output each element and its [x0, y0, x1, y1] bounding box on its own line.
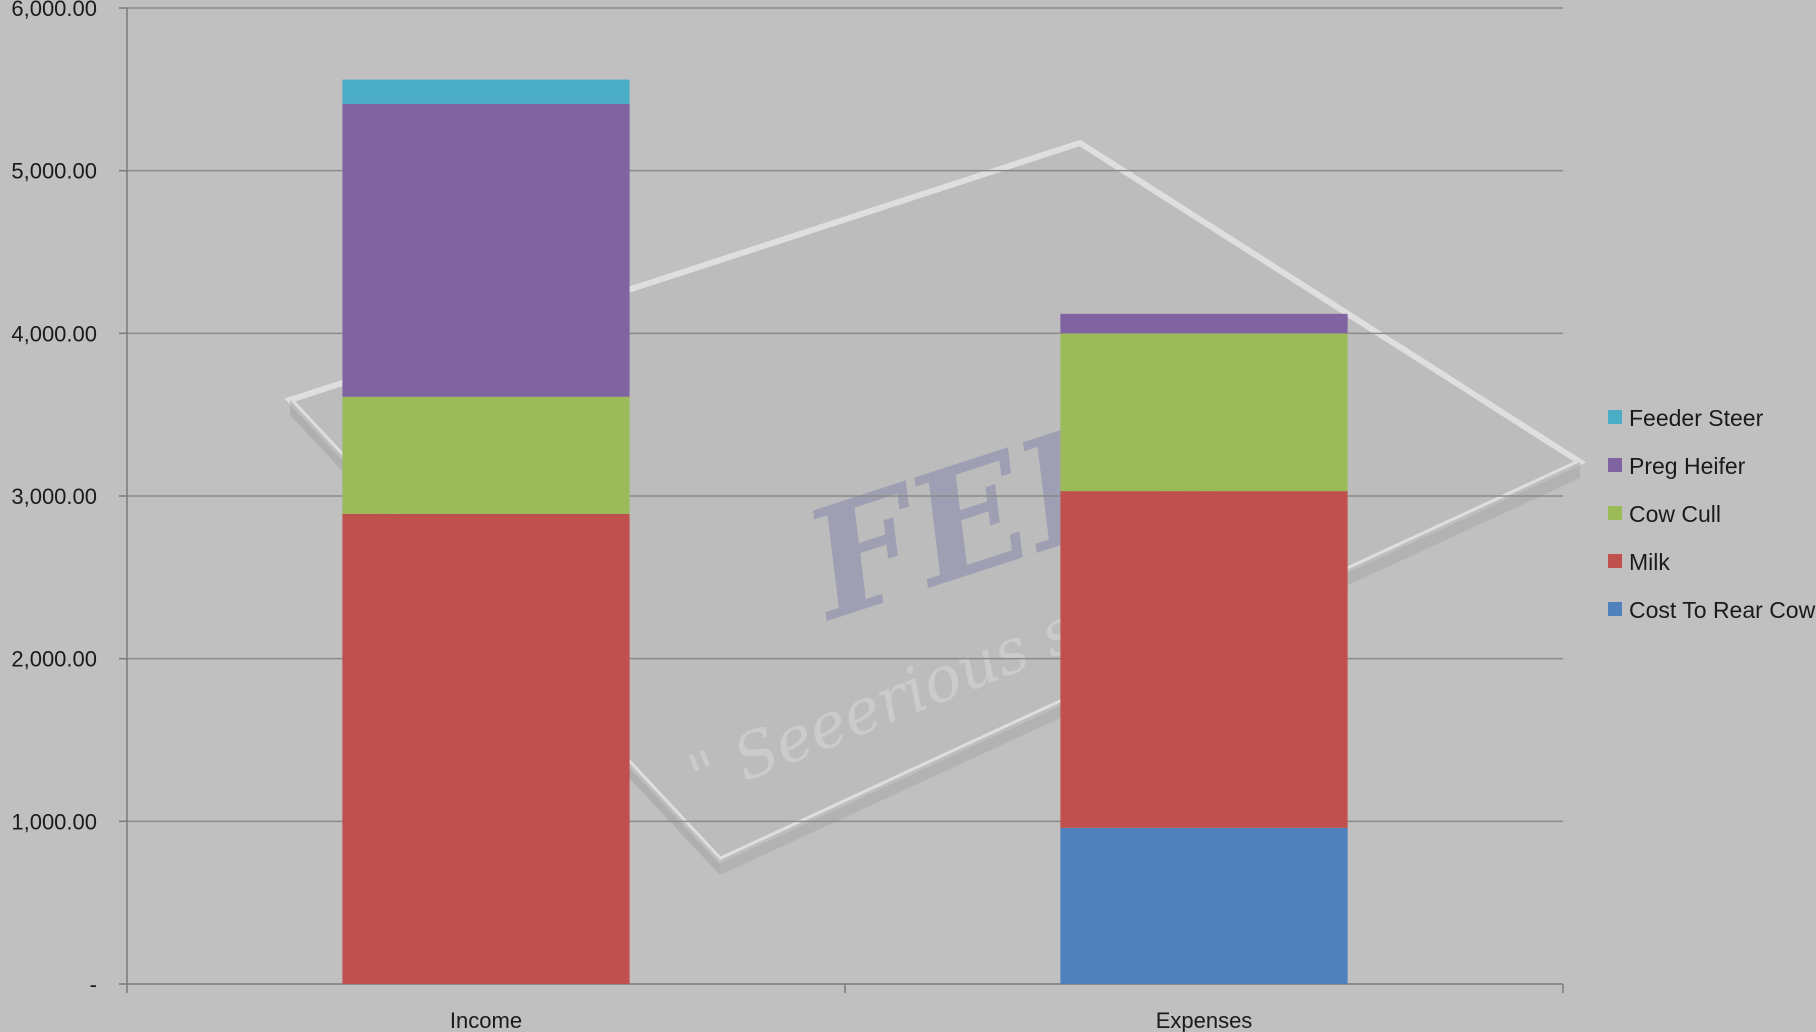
bars: [342, 79, 1348, 984]
bar-expenses-milk: [1060, 491, 1348, 828]
bar-expenses-cost-to-rear-cow: [1060, 827, 1348, 984]
legend-swatch-preg-heifer: [1608, 458, 1622, 472]
legend-swatch-cow-cull: [1608, 506, 1622, 520]
legend-label-feeder-steer: Feeder Steer: [1629, 405, 1764, 431]
legend-label-milk: Milk: [1629, 549, 1670, 575]
y-tick-label-2: 2,000.00: [11, 647, 97, 672]
x-tick-label-expenses: Expenses: [1156, 1008, 1253, 1032]
x-axis-tick-labels: Income Expenses: [450, 1008, 1252, 1032]
bar-income-feeder-steer: [342, 79, 630, 104]
y-tick-label-5: 5,000.00: [11, 159, 97, 184]
y-tick-label-4: 4,000.00: [11, 321, 97, 346]
y-axis-tick-labels: - 1,000.00 2,000.00 3,000.00 4,000.00 5,000.0…: [11, 0, 97, 997]
bar-income-preg-heifer: [342, 103, 630, 397]
legend: Feeder Steer Preg Heifer Cow Cull Milk Cost …: [1608, 405, 1816, 623]
legend-swatch-milk: [1608, 554, 1622, 568]
legend-swatch-feeder-steer: [1608, 410, 1622, 424]
legend-label-cow-cull: Cow Cull: [1629, 501, 1721, 527]
y-tick-label-6: 6,000.00: [11, 0, 97, 21]
bar-income-milk: [342, 513, 630, 984]
y-tick-label-0: -: [90, 972, 97, 997]
bar-income-cow-cull: [342, 396, 630, 514]
legend-label-cost-to-rear-cow: Cost To Rear Cow: [1629, 597, 1816, 623]
y-tick-label-3: 3,000.00: [11, 484, 97, 509]
bar-expenses-cow-cull: [1060, 333, 1348, 492]
y-tick-label-1: 1,000.00: [11, 809, 97, 834]
legend-label-preg-heifer: Preg Heifer: [1629, 453, 1746, 479]
x-tick-label-income: Income: [450, 1008, 522, 1032]
bar-expenses-preg-heifer: [1060, 313, 1348, 334]
legend-swatch-cost-to-rear-cow: [1608, 602, 1622, 616]
